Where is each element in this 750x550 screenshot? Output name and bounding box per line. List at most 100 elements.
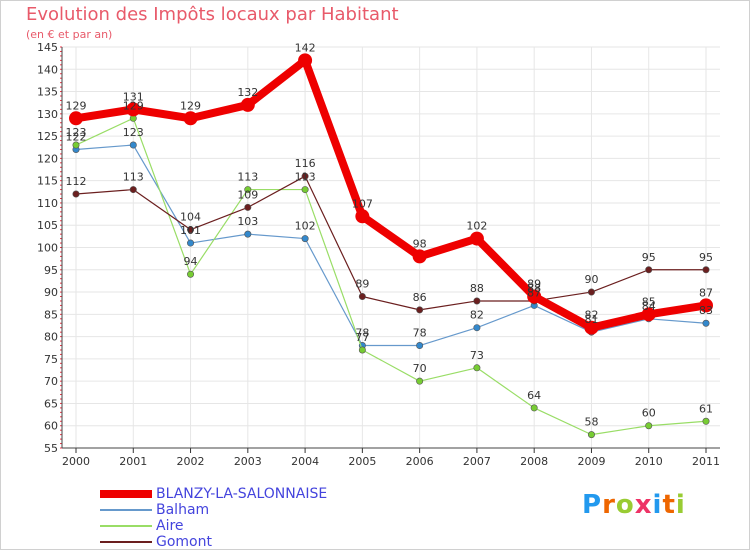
data-label: 123 bbox=[66, 126, 87, 139]
data-point bbox=[469, 231, 484, 246]
data-point bbox=[587, 288, 595, 296]
y-tick-label: 60 bbox=[44, 420, 58, 433]
data-label: 113 bbox=[123, 171, 144, 184]
y-tick-label: 135 bbox=[37, 86, 58, 99]
x-tick-label: 2007 bbox=[463, 455, 491, 468]
legend-label: Gomont bbox=[156, 534, 212, 550]
y-tick-label: 65 bbox=[44, 397, 58, 410]
data-point bbox=[702, 319, 710, 327]
y-tick-label: 70 bbox=[44, 375, 58, 388]
data-label: 103 bbox=[237, 215, 258, 228]
data-label: 82 bbox=[470, 309, 484, 322]
data-point bbox=[587, 431, 595, 439]
x-tick-label: 2002 bbox=[177, 455, 205, 468]
y-tick-label: 85 bbox=[44, 308, 58, 321]
y-tick-label: 120 bbox=[37, 152, 58, 165]
data-point bbox=[129, 141, 137, 149]
legend-label: Balham bbox=[156, 502, 210, 518]
data-point bbox=[699, 298, 713, 313]
y-tick-label: 145 bbox=[37, 41, 58, 54]
data-point bbox=[301, 235, 309, 243]
data-label: 87 bbox=[699, 286, 713, 299]
data-label: 82 bbox=[584, 309, 598, 322]
data-label: 129 bbox=[66, 99, 87, 112]
data-point bbox=[473, 324, 481, 332]
data-point bbox=[416, 342, 424, 350]
data-label: 83 bbox=[699, 304, 713, 317]
data-point bbox=[527, 289, 542, 304]
data-label: 70 bbox=[413, 362, 427, 375]
x-tick-label: 2006 bbox=[406, 455, 434, 468]
data-label: 89 bbox=[355, 278, 369, 291]
data-point bbox=[412, 249, 427, 264]
data-point bbox=[702, 417, 710, 425]
data-point bbox=[129, 186, 137, 194]
x-tick-label: 2004 bbox=[291, 455, 319, 468]
y-tick-label: 125 bbox=[37, 130, 58, 143]
data-label: 132 bbox=[237, 86, 258, 99]
y-tick-label: 75 bbox=[44, 353, 58, 366]
data-label: 129 bbox=[180, 99, 201, 112]
data-point bbox=[416, 377, 424, 385]
data-point bbox=[355, 209, 370, 224]
data-label: 94 bbox=[184, 255, 198, 268]
proxiti-logo: Proxiti bbox=[582, 490, 686, 520]
data-label: 122 bbox=[66, 130, 87, 143]
y-tick-label: 140 bbox=[37, 63, 58, 76]
data-point bbox=[187, 239, 195, 247]
y-tick-label: 80 bbox=[44, 331, 58, 344]
data-label: 129 bbox=[123, 99, 144, 112]
data-label: 102 bbox=[466, 220, 487, 233]
data-point bbox=[298, 53, 313, 68]
data-label: 77 bbox=[355, 331, 369, 344]
data-label: 104 bbox=[180, 211, 201, 224]
legend-label: BLANZY-LA-SALONNAISE bbox=[156, 486, 328, 502]
data-label: 107 bbox=[352, 197, 373, 210]
logo-letter: x bbox=[634, 490, 653, 520]
y-tick-label: 115 bbox=[37, 175, 58, 188]
x-tick-label: 2009 bbox=[577, 455, 605, 468]
data-point bbox=[72, 141, 80, 149]
data-label: 113 bbox=[237, 171, 258, 184]
x-tick-label: 2005 bbox=[348, 455, 376, 468]
data-point bbox=[645, 266, 653, 274]
y-tick-label: 55 bbox=[44, 442, 58, 455]
y-tick-label: 110 bbox=[37, 197, 58, 210]
y-tick-label: 90 bbox=[44, 286, 58, 299]
data-label: 90 bbox=[584, 273, 598, 286]
data-point bbox=[72, 190, 80, 198]
data-point bbox=[187, 226, 195, 234]
data-point bbox=[702, 266, 710, 274]
series-line-aire bbox=[75, 117, 707, 436]
x-tick-label: 2008 bbox=[520, 455, 548, 468]
logo-letter: t bbox=[662, 490, 676, 520]
legend-item-blanzy: BLANZY-LA-SALONNAISE bbox=[100, 486, 420, 502]
data-label: 64 bbox=[527, 389, 541, 402]
data-point bbox=[244, 203, 252, 211]
legend-swatch-blanzy bbox=[100, 490, 152, 498]
data-label: 101 bbox=[180, 224, 201, 237]
legend-swatch-gomont bbox=[100, 541, 152, 543]
data-point bbox=[584, 320, 599, 335]
data-label: 84 bbox=[642, 300, 656, 313]
data-label: 58 bbox=[584, 416, 598, 429]
legend: BLANZY-LA-SALONNAISE Balham Aire Gomont bbox=[100, 486, 420, 550]
data-label: 116 bbox=[295, 157, 316, 170]
logo-letter: r bbox=[602, 490, 616, 520]
data-label: 60 bbox=[642, 407, 656, 420]
logo-letter: o bbox=[615, 490, 635, 520]
data-point bbox=[187, 270, 195, 278]
data-label: 95 bbox=[642, 251, 656, 264]
series-line-gomont bbox=[75, 175, 707, 311]
data-point bbox=[645, 422, 653, 430]
logo-letter: i bbox=[652, 490, 663, 520]
data-label: 73 bbox=[470, 349, 484, 362]
data-label: 87 bbox=[527, 286, 541, 299]
data-label: 89 bbox=[527, 278, 541, 291]
data-point bbox=[473, 364, 481, 372]
data-point bbox=[240, 97, 255, 112]
logo-letter: P bbox=[582, 490, 603, 520]
x-tick-label: 2010 bbox=[635, 455, 663, 468]
data-label: 123 bbox=[123, 126, 144, 139]
